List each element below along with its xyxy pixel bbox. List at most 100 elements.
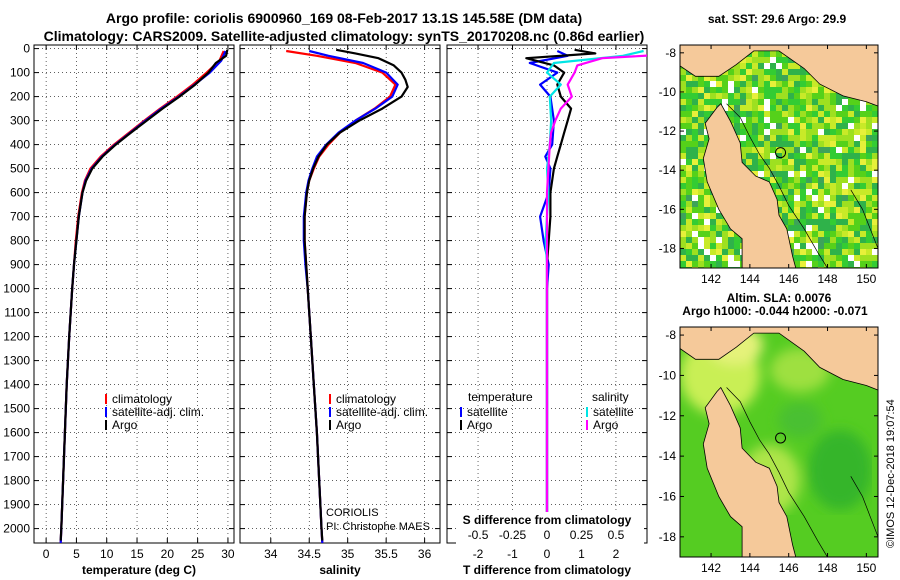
sst-cell [848,177,854,183]
sst-cell [788,135,794,141]
sst-cell [818,237,824,243]
sst-cell [734,99,740,105]
sst-cell [872,129,878,135]
sst-cell [818,195,824,201]
x-tick-label: -2 [473,547,484,561]
lat-tick-label: -10 [659,85,677,99]
sst-cell [680,195,686,201]
sst-cell [716,225,722,231]
sst-cell [866,171,872,177]
sst-cell [752,165,758,171]
sst-cell [800,171,806,177]
x-tick-label: 2 [613,547,620,561]
sst-cell [872,105,878,111]
temperature-grid [34,45,234,543]
sst-cell [818,219,824,225]
sst-cell [770,69,776,75]
sst-cell [704,117,710,123]
sst-cell [764,81,770,87]
sst-cell [770,159,776,165]
sst-cell [812,129,818,135]
sst-cell [692,141,698,147]
sst-cell [776,189,782,195]
sst-cell [812,189,818,195]
sst-cell [806,231,812,237]
sst-cell [800,123,806,129]
sst-cell [806,213,812,219]
sst-cell [824,219,830,225]
sst-cell [788,123,794,129]
sst-cell [824,147,830,153]
sst-cell [794,123,800,129]
sst-cell [860,243,866,249]
sst-cell [818,123,824,129]
sst-cell [800,243,806,249]
x-tick-label: 25 [191,547,205,561]
sst-cell [872,165,878,171]
sst-cell [836,159,842,165]
sst-cell [782,99,788,105]
sst-cell [836,261,842,267]
figure-title-line2: Climatology: CARS2009. Satellite-adjuste… [44,28,645,44]
sst-cell [776,195,782,201]
sst-cell [830,207,836,213]
sst-cell [734,69,740,75]
figure-title-line1: Argo profile: coriolis 6900960_169 08-Fe… [106,10,582,26]
sst-cell [746,63,752,69]
sst-cell [758,51,764,57]
sst-cell [854,207,860,213]
sst-cell [680,189,686,195]
sst-cell [686,207,692,213]
sst-cell [752,69,758,75]
sst-cell [746,99,752,105]
sst-cell [824,117,830,123]
legend-title-salinity: salinity [592,390,629,404]
sst-cell [710,231,716,237]
sst-cell [698,99,704,105]
sst-cell [776,81,782,87]
sst-cell [776,105,782,111]
legend-title-temperature: temperature [468,390,533,404]
sst-cell [764,57,770,63]
sst-cell [812,219,818,225]
sst-cell [776,207,782,213]
sst-cell [758,135,764,141]
sst-cell [824,183,830,189]
sst-cell [776,75,782,81]
sst-cell [806,201,812,207]
sst-cell [686,249,692,255]
sst-cell [680,81,686,87]
sst-cell [848,243,854,249]
sst-cell [848,135,854,141]
sst-cell [866,147,872,153]
sst-cell [800,93,806,99]
sst-cell [770,123,776,129]
sst-cell [788,129,794,135]
argo-location-marker [775,432,787,444]
sst-cell [764,69,770,75]
sst-cell [794,141,800,147]
sst-cell [800,213,806,219]
sst-cell [770,129,776,135]
sst-cell [746,129,752,135]
shelf-contour [726,103,828,268]
legend-label: Argo [467,418,493,432]
sst-cell [806,177,812,183]
sst-cell [692,231,698,237]
sst-cell [824,111,830,117]
sst-cell [752,93,758,99]
sst-cell [728,117,734,123]
sst-cell [830,111,836,117]
sst-cell [854,105,860,111]
sst-cell [692,123,698,129]
sst-cell [710,237,716,243]
sst-cell [686,111,692,117]
sst-cell [836,171,842,177]
sst-cell [830,147,836,153]
sst-cell [704,255,710,261]
sst-cell [830,135,836,141]
sst-cell [788,117,794,123]
sst-cell [800,117,806,123]
sst-cell [710,261,716,267]
s-tick-label: -0.25 [499,528,527,542]
